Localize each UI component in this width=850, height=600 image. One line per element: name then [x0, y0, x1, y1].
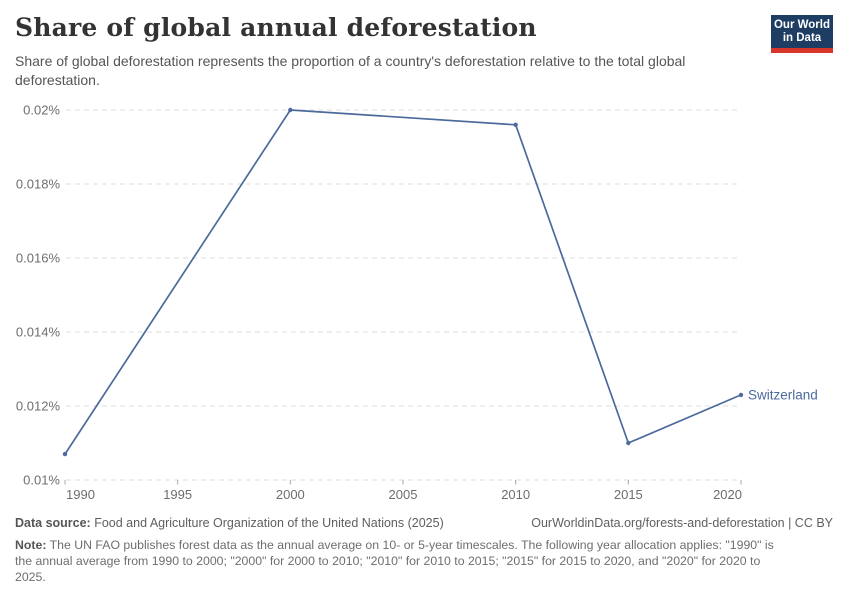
footnote-label: Note:	[15, 538, 47, 552]
attribution-link[interactable]: OurWorldinData.org/forests-and-deforesta…	[531, 516, 833, 530]
data-point[interactable]	[62, 451, 68, 457]
owid-logo-line1: Our World	[773, 18, 830, 31]
owid-logo[interactable]: Our World in Data	[771, 15, 833, 53]
x-axis-label: 2005	[389, 487, 418, 502]
x-axis-label: 2020	[713, 487, 742, 502]
data-source: Data source: Food and Agriculture Organi…	[15, 515, 444, 531]
owid-logo-line2: in Data	[782, 31, 822, 44]
footnote: Note: The UN FAO publishes forest data a…	[15, 537, 839, 585]
y-axis-label: 0.018%	[16, 177, 61, 192]
y-axis-label: 0.01%	[23, 473, 60, 488]
data-point[interactable]	[288, 107, 293, 113]
y-axis-label: 0.016%	[16, 251, 61, 266]
x-axis-label: 2015	[614, 487, 643, 502]
footnote-text: The UN FAO publishes forest data as the …	[15, 538, 774, 584]
data-source-text: Food and Agriculture Organization of the…	[94, 516, 444, 530]
y-axis-label: 0.02%	[23, 103, 60, 118]
y-axis-label: 0.012%	[16, 399, 61, 414]
data-point[interactable]	[513, 122, 518, 128]
x-axis-label: 2010	[501, 487, 530, 502]
x-axis-label: 2000	[276, 487, 305, 502]
footer-source-row: Data source: Food and Agriculture Organi…	[15, 515, 833, 531]
data-point[interactable]	[626, 440, 631, 446]
series-entity-label: Switzerland	[748, 387, 818, 402]
y-axis-label: 0.014%	[16, 325, 61, 340]
data-source-label: Data source:	[15, 516, 91, 530]
series-line[interactable]	[64, 109, 742, 455]
chart-subtitle: Share of global deforestation represents…	[15, 53, 686, 88]
data-point[interactable]	[738, 392, 744, 398]
page-title: Share of global annual deforestation	[15, 13, 537, 42]
x-axis-label: 1990	[66, 487, 95, 502]
x-axis-label: 1995	[163, 487, 192, 502]
